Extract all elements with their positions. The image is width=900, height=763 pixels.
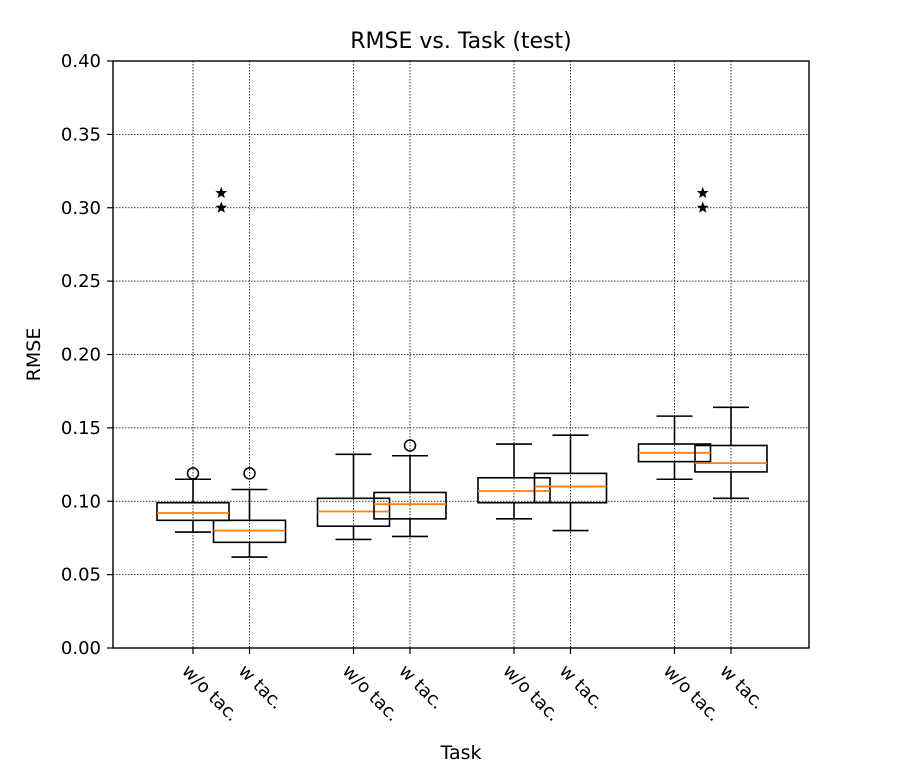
- task-group: [637, 186, 768, 500]
- box-without-tactile: [156, 467, 230, 533]
- y-tick-label: 0.30: [61, 198, 101, 219]
- chart-title: RMSE vs. Task (test): [350, 29, 571, 54]
- x-tick-label: w tac.: [555, 661, 608, 714]
- box-without-tactile: [316, 453, 391, 541]
- x-tick-label: w/o tac.: [498, 661, 563, 726]
- iqr-box: [533, 472, 608, 504]
- y-tick-label: 0.25: [61, 271, 101, 292]
- y-tick-label: 0.05: [61, 565, 101, 586]
- grid-lines: [113, 61, 809, 648]
- iqr-box: [694, 444, 768, 473]
- task-group: [477, 434, 608, 532]
- box-with-tactile: [694, 406, 768, 500]
- y-tick-label: 0.20: [61, 345, 101, 366]
- significance-star: [215, 186, 228, 199]
- significance-star: [696, 201, 709, 213]
- x-axis-ticks: w/o tac.w tac. w/o tac.w tac. w/o tac.w ta…: [177, 648, 769, 726]
- box-without-tactile: [477, 443, 551, 520]
- task-group: [316, 439, 447, 541]
- significance-star: [215, 201, 228, 213]
- box-series: [156, 186, 768, 558]
- box-with-tactile: [373, 439, 447, 538]
- outlier-marker: [243, 467, 256, 480]
- x-tick-label: w/o tac.: [177, 661, 242, 726]
- x-tick-label: w tac.: [394, 661, 447, 714]
- x-tick-label: w/o tac.: [659, 661, 724, 726]
- significance-star: [696, 186, 709, 199]
- y-axis-label: RMSE: [23, 328, 45, 382]
- outlier-marker: [186, 467, 200, 480]
- task-group: [156, 186, 287, 558]
- x-axis-label: Task: [439, 742, 481, 763]
- y-tick-label: 0.35: [61, 124, 101, 145]
- box-with-tactile: [533, 434, 608, 532]
- y-tick-label: 0.10: [61, 491, 101, 512]
- y-axis-ticks: 0.00 0.05 0.10 0.15 0.20 0.25 0.30 0.35 0.40: [61, 51, 113, 659]
- y-tick-label: 0.00: [61, 638, 101, 659]
- x-tick-label: w tac.: [234, 661, 287, 714]
- y-tick-label: 0.40: [61, 51, 101, 72]
- y-tick-label: 0.15: [61, 418, 101, 439]
- box-with-tactile: [212, 467, 287, 558]
- x-tick-label: w tac.: [715, 661, 768, 714]
- outlier-marker: [403, 439, 417, 452]
- iqr-box: [373, 491, 447, 520]
- iqr-box: [156, 501, 230, 522]
- x-tick-label: w/o tac.: [338, 661, 403, 726]
- box-without-tactile: [637, 415, 712, 481]
- plot-frame: [112, 60, 810, 649]
